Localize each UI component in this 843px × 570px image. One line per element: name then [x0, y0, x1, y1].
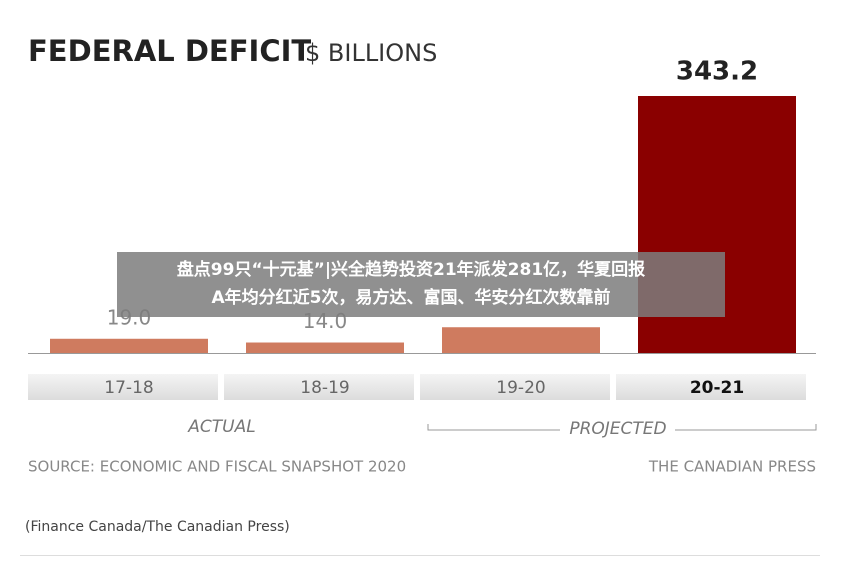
- bar: [246, 342, 404, 353]
- annotation: PROJECTED: [569, 419, 666, 439]
- x-tick-label: 17-18: [104, 378, 153, 398]
- category-band: [616, 374, 806, 400]
- x-tick-label: 18-19: [300, 378, 349, 398]
- chart-title: FEDERAL DEFICIT: [28, 34, 311, 68]
- bar: [50, 338, 208, 353]
- overlay-box: [117, 252, 725, 317]
- category-band: [224, 374, 414, 400]
- value-label: 343.2: [676, 57, 758, 87]
- overlay-text: A年均分红近5次，易方达、富国、华安分红次数靠前: [212, 287, 611, 308]
- caption: (Finance Canada/The Canadian Press): [25, 519, 290, 535]
- x-tick-label: 19-20: [496, 378, 545, 398]
- annotation: ACTUAL: [187, 417, 255, 437]
- category-band: [28, 374, 218, 400]
- category-band: [420, 374, 610, 400]
- chart-subtitle: $ BILLIONS: [305, 39, 437, 67]
- bar: [442, 327, 600, 353]
- bracket: [427, 424, 817, 431]
- source: SOURCE: ECONOMIC AND FISCAL SNAPSHOT 202…: [28, 458, 406, 476]
- credit: THE CANADIAN PRESS: [648, 458, 816, 476]
- overlay-text: 盘点99只“十元基”|兴全趋势投资21年派发281亿，华夏回报: [177, 259, 645, 280]
- x-tick-label: 20-21: [690, 378, 744, 398]
